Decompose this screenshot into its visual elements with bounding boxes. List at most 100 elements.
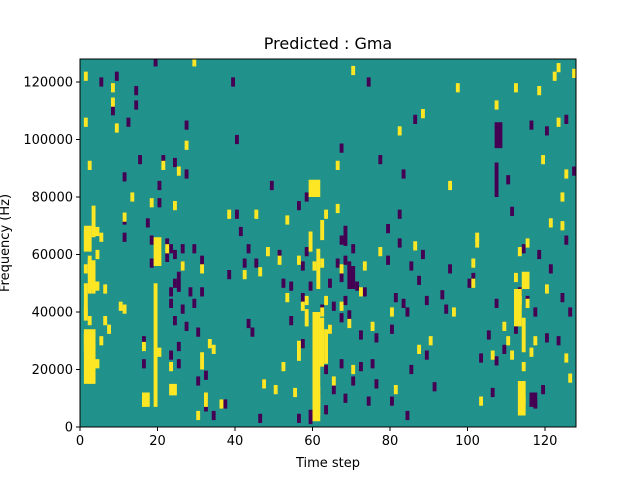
heatmap-cell-low bbox=[568, 307, 573, 317]
heatmap-cell-low bbox=[300, 293, 305, 303]
heatmap-cell-low bbox=[444, 304, 449, 314]
x-tick-label: 100 bbox=[455, 434, 480, 449]
heatmap-cell-low bbox=[331, 385, 336, 395]
heatmap-cell-high bbox=[297, 255, 301, 265]
heatmap-cell-high bbox=[339, 264, 344, 274]
heatmap-cell-low bbox=[300, 261, 305, 271]
heatmap-cell-low bbox=[366, 396, 371, 406]
heatmap-cell-high bbox=[556, 63, 561, 73]
x-tick-label: 40 bbox=[227, 434, 244, 449]
x-axis-label: Time step bbox=[295, 456, 360, 471]
heatmap-cell-high bbox=[300, 301, 305, 311]
y-tick-label: 80000 bbox=[32, 191, 73, 206]
heatmap-cell-low bbox=[331, 301, 336, 311]
heatmap-cell-high bbox=[219, 399, 224, 409]
heatmap-cell-low bbox=[502, 344, 507, 354]
x-tick-label: 0 bbox=[76, 434, 84, 449]
heatmap-cell-high bbox=[122, 304, 127, 314]
heatmap-cell-low bbox=[339, 272, 344, 283]
heatmap-cell-high bbox=[328, 324, 332, 334]
heatmap-cell-low bbox=[448, 264, 453, 274]
heatmap-cell-low bbox=[370, 359, 375, 369]
heatmap-cell-high bbox=[471, 258, 476, 268]
heatmap-cell-low bbox=[324, 364, 329, 375]
heatmap-cell-high bbox=[529, 347, 534, 357]
heatmap-cell-low bbox=[200, 255, 205, 265]
heatmap-cell-high bbox=[87, 160, 92, 170]
heatmap-cell-low bbox=[192, 298, 197, 308]
heatmap-cell-low bbox=[506, 175, 511, 185]
heatmap-cell-high bbox=[525, 238, 530, 248]
heatmap-cell-high bbox=[335, 203, 340, 214]
heatmap-cell-high bbox=[351, 65, 356, 76]
heatmap-cell-low bbox=[339, 313, 344, 323]
heatmap-cell-high bbox=[91, 205, 96, 238]
heatmap-cell-low bbox=[355, 281, 360, 291]
heatmap-cell-low bbox=[409, 261, 414, 271]
heatmap-cell-low bbox=[347, 266, 356, 289]
heatmap-cell-high bbox=[184, 140, 189, 150]
heatmap-cell-high bbox=[165, 244, 170, 254]
heatmap-cell-high bbox=[308, 179, 321, 197]
heatmap-cell-low bbox=[328, 278, 332, 288]
heatmap-cell-low bbox=[548, 264, 553, 274]
heatmap-cell-high bbox=[560, 221, 565, 231]
heatmap-cell-high bbox=[297, 340, 301, 361]
heatmap-cell-low bbox=[486, 330, 491, 340]
x-tick-label: 80 bbox=[382, 434, 399, 449]
heatmap-cell-high bbox=[285, 293, 290, 303]
heatmap-cell-high bbox=[490, 350, 495, 360]
heatmap-cell-low bbox=[184, 321, 189, 331]
heatmap-cell-low bbox=[359, 362, 363, 372]
heatmap-cell-low bbox=[111, 106, 115, 116]
heatmap-cell-high bbox=[521, 317, 526, 353]
heatmap-cell-low bbox=[169, 287, 174, 297]
heatmap-cell-high bbox=[83, 225, 92, 252]
y-tick-label: 0 bbox=[65, 421, 73, 436]
heatmap-cell-low bbox=[227, 270, 232, 280]
heatmap-cell-low bbox=[397, 209, 402, 219]
y-tick-label: 120000 bbox=[23, 76, 73, 91]
heatmap-cell-low bbox=[246, 318, 251, 329]
heatmap-cell-low bbox=[196, 376, 201, 386]
heatmap-cell-low bbox=[297, 413, 301, 423]
heatmap-cell-low bbox=[289, 316, 294, 326]
heatmap-cell-low bbox=[494, 298, 499, 308]
heatmap-cell-high bbox=[370, 321, 375, 331]
heatmap-cell-high bbox=[103, 316, 108, 326]
heatmap-cell-low bbox=[564, 114, 569, 124]
y-tick-label: 60000 bbox=[32, 248, 73, 263]
heatmap-cell-high bbox=[161, 160, 166, 170]
heatmap-cell-low bbox=[165, 238, 170, 248]
heatmap-cell-high bbox=[556, 117, 561, 127]
heatmap-cell-high bbox=[114, 123, 119, 133]
heatmap-cell-high bbox=[242, 270, 247, 280]
heatmap-cell-high bbox=[196, 410, 201, 421]
heatmap-cell-low bbox=[126, 117, 131, 127]
heatmap-cell-high bbox=[180, 261, 185, 271]
x-axis: 0 20 40 60 80 100 120 bbox=[76, 427, 557, 449]
heatmap-cell-high bbox=[514, 289, 522, 327]
heatmap-cell-high bbox=[320, 307, 325, 317]
heatmap-cell-low bbox=[362, 287, 367, 297]
heatmap-cell-low bbox=[204, 370, 208, 380]
heatmap-cell-low bbox=[467, 278, 472, 288]
heatmap-cell-low bbox=[514, 324, 518, 334]
heatmap-plot-area bbox=[80, 59, 577, 427]
heatmap-cell-low bbox=[401, 169, 406, 179]
heatmap-cell-high bbox=[304, 309, 309, 327]
y-tick-label: 40000 bbox=[32, 306, 73, 321]
heatmap-cell-low bbox=[397, 238, 402, 248]
heatmap-cell-low bbox=[351, 376, 356, 386]
heatmap-cell-high bbox=[393, 385, 398, 395]
heatmap-cell-high bbox=[266, 247, 270, 257]
heatmap-cell-high bbox=[277, 255, 282, 265]
heatmap-cell-high bbox=[304, 295, 309, 306]
heatmap-cell-low bbox=[417, 275, 422, 285]
heatmap-cell-low bbox=[351, 244, 356, 254]
heatmap-cell-high bbox=[207, 339, 212, 349]
heatmap-cell-low bbox=[335, 258, 340, 268]
heatmap-cell-high bbox=[99, 232, 104, 242]
heatmap-cell-low bbox=[339, 359, 344, 369]
heatmap-cell-low bbox=[250, 327, 255, 337]
